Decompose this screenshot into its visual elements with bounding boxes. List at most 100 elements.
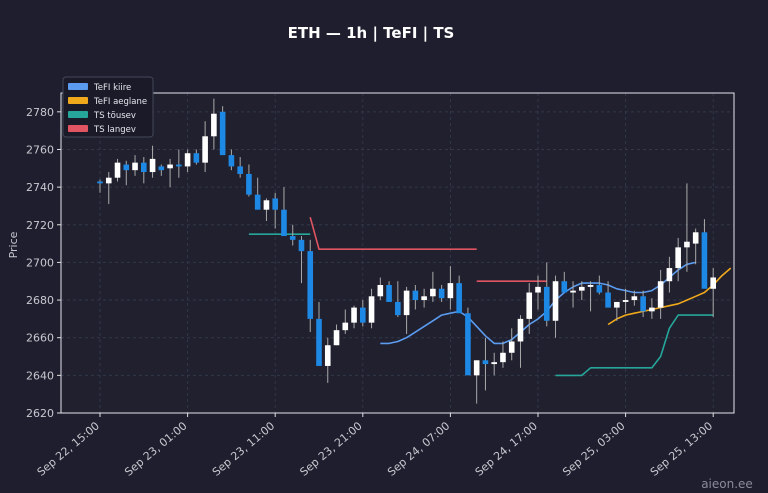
candle-body: [614, 301, 620, 308]
candle-body: [351, 307, 357, 323]
candle-body: [97, 181, 103, 184]
candle-body: [324, 345, 331, 366]
candle-body: [219, 111, 226, 156]
candle-body: [114, 162, 121, 178]
chart-title: ETH — 1h | TeFI | TS: [288, 24, 455, 43]
candle-body: [710, 277, 716, 289]
legend-swatch: [68, 111, 88, 118]
y-axis-label: Price: [7, 231, 20, 258]
candle-body: [508, 341, 515, 353]
candle-body: [263, 200, 270, 210]
candle-body: [579, 286, 585, 291]
candle-body: [517, 318, 524, 342]
candle-body: [675, 247, 681, 269]
candle-body: [596, 285, 603, 293]
y-tick-label: 2620: [26, 407, 54, 420]
candle-body: [447, 283, 454, 299]
candle-body: [202, 136, 208, 163]
candle-body: [377, 285, 384, 297]
candles: [97, 98, 716, 404]
candle-body: [167, 164, 173, 169]
candle-body: [482, 360, 489, 365]
candle-body: [395, 301, 401, 316]
candle-body: [561, 281, 568, 293]
legend: TeFI kiire TeFI aeglane TS tõusev TS langev: [62, 76, 154, 138]
tefi-aeglane-line: [607, 267, 732, 326]
candle-body: [622, 300, 629, 302]
y-tick-label: 2680: [26, 294, 54, 307]
y-tick-label: 2660: [26, 332, 54, 345]
candle-body: [526, 292, 533, 319]
candle-body: [692, 232, 699, 244]
candle-body: [535, 286, 541, 293]
candle-body: [289, 236, 296, 240]
ts-t-usev-line: [555, 314, 714, 377]
candle-body: [307, 251, 314, 319]
candle-body: [631, 296, 638, 301]
candle-body: [465, 313, 471, 376]
candle-body: [438, 288, 445, 299]
candle-body: [412, 290, 419, 301]
candle-body: [360, 307, 366, 323]
legend-label: TS tõusev: [93, 111, 136, 121]
candle-body: [228, 155, 235, 167]
candle-body: [543, 286, 550, 321]
plot-area: [61, 93, 734, 413]
candle-body: [141, 162, 147, 173]
legend-label: TeFI aeglane: [93, 97, 147, 107]
candle-body: [105, 177, 112, 184]
candle-body: [272, 198, 278, 210]
candle-body: [473, 360, 480, 376]
candle-body: [123, 164, 130, 171]
plot-frame: [60, 92, 735, 414]
candle-body: [605, 292, 611, 308]
candle-body: [176, 164, 182, 167]
candle-body: [333, 330, 340, 346]
candle-body: [552, 281, 559, 321]
candle-body: [298, 239, 305, 252]
legend-box: [62, 76, 154, 138]
candle-body: [701, 232, 708, 289]
candle-body: [193, 153, 200, 163]
candle-body: [430, 288, 436, 297]
candle-body: [570, 290, 576, 293]
candle-body: [649, 307, 655, 312]
ts-langev-line: [309, 216, 477, 250]
candle-body: [158, 166, 165, 171]
y-tick-label: 2760: [26, 143, 54, 156]
candle-body: [666, 268, 673, 282]
candle-body: [254, 194, 261, 210]
candle-body: [368, 296, 375, 323]
y-tick-label: 2740: [26, 181, 54, 194]
legend-swatch: [68, 97, 88, 104]
y-tick-label: 2640: [26, 369, 54, 382]
candle-body: [421, 296, 427, 301]
watermark: aieon.ee: [701, 477, 753, 491]
candle-body: [491, 362, 497, 365]
candle-body: [281, 209, 287, 237]
candle-body: [316, 318, 322, 366]
candle-body: [386, 285, 392, 302]
candle-body: [237, 166, 243, 174]
candle-body: [149, 158, 156, 173]
candle-body: [403, 290, 410, 316]
legend-label: TS langev: [93, 125, 136, 135]
legend-swatch: [68, 83, 88, 90]
candle-body: [184, 153, 191, 167]
candle-body: [342, 322, 349, 331]
candle-body: [211, 113, 217, 137]
legend-label: TeFI kiire: [93, 83, 131, 93]
candle-body: [640, 296, 646, 312]
legend-swatch: [68, 125, 88, 132]
y-tick-label: 2700: [26, 256, 54, 269]
candle-body: [587, 285, 594, 287]
y-tick-label: 2720: [26, 219, 54, 232]
y-tick-label: 2780: [26, 106, 54, 119]
candle-body: [500, 352, 506, 363]
candle-body: [657, 281, 664, 308]
candle-body: [246, 173, 252, 195]
y-axis: 2620 2640 2660 2680 2700 2720 2740 2760 2780: [26, 106, 61, 420]
candle-body: [684, 241, 690, 248]
candle-body: [132, 162, 138, 171]
